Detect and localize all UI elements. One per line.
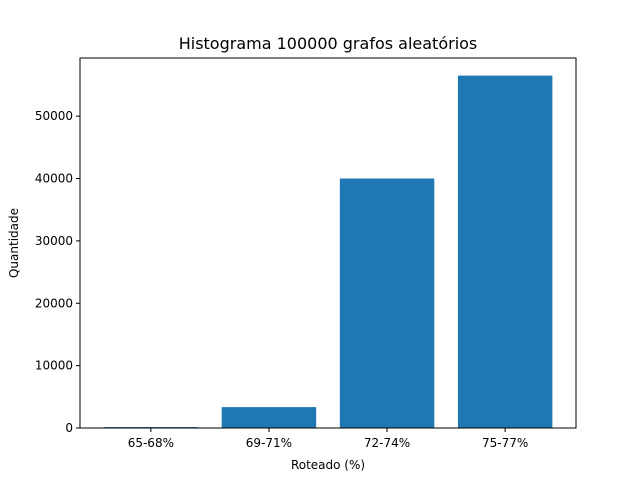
y-tick-label: 40000: [35, 172, 73, 186]
x-tick-label: 69-71%: [246, 436, 292, 450]
y-tick-label: 50000: [35, 109, 73, 123]
y-tick-label: 10000: [35, 359, 73, 373]
y-axis-label: Quantidade: [7, 208, 21, 278]
bars-group: [103, 75, 553, 428]
x-tick-label: 72-74%: [364, 436, 410, 450]
x-tick-label: 75-77%: [482, 436, 528, 450]
x-axis-ticks: 65-68% 69-71% 72-74% 75-77%: [128, 428, 528, 450]
y-tick-label: 0: [65, 421, 73, 435]
y-tick-label: 30000: [35, 234, 73, 248]
chart-title: Histograma 100000 grafos aleatórios: [179, 34, 478, 53]
bar-69-71%: [221, 407, 317, 428]
x-tick-label: 65-68%: [128, 436, 174, 450]
plot-frame: [79, 57, 577, 429]
y-axis-ticks: 0 10000 20000 30000 40000 50000: [35, 109, 80, 435]
bar-72-74%: [339, 178, 435, 428]
bar-75-77%: [457, 75, 553, 428]
y-tick-label: 20000: [35, 296, 73, 310]
x-axis-label: Roteado (%): [291, 458, 365, 472]
